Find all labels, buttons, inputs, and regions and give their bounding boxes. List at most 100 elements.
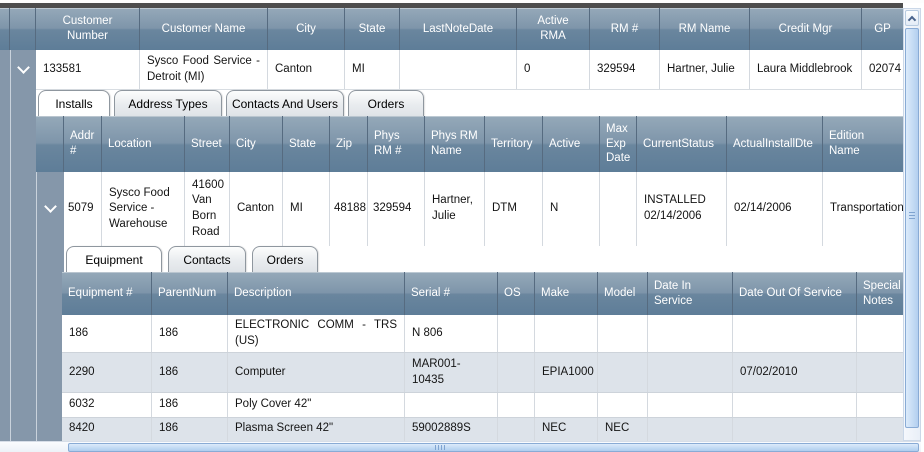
cell-parentnum: 186 (152, 315, 228, 352)
vertical-scrollbar-thumb[interactable] (905, 28, 919, 428)
column-header-description[interactable]: Description (228, 272, 405, 315)
cell-actualinstalldte: 02/14/2006 (727, 172, 823, 246)
column-header-parentnum[interactable]: ParentNum (152, 272, 228, 315)
column-header-phys-rm-num[interactable]: Phys RM # (368, 116, 425, 172)
cell-rm-name: Hartner, Julie (660, 50, 750, 89)
column-header-state[interactable]: State (283, 116, 330, 172)
column-header-location[interactable]: Location (102, 116, 185, 172)
column-header-active[interactable]: Active (543, 116, 600, 172)
cell-equipment-num: 6032 (62, 393, 152, 417)
cell-date-out-of-service (733, 418, 857, 441)
column-header-os[interactable]: OS (498, 272, 535, 315)
tab-orders[interactable]: Orders (252, 246, 318, 272)
cell-os (498, 418, 535, 441)
cell-model (598, 353, 648, 392)
scroll-up-button[interactable] (905, 10, 919, 26)
column-header-rm-name[interactable]: RM Name (660, 8, 750, 50)
column-header-make[interactable]: Make (535, 272, 598, 315)
cell-date-in-service (648, 418, 733, 441)
cell-addr-num: 5079 (64, 172, 102, 246)
cell-rm-number: 329594 (590, 50, 660, 89)
cell-special-notes (857, 353, 903, 392)
grid-top-border (0, 3, 903, 8)
equipment-row[interactable]: 6032 186 Poly Cover 42" (62, 393, 903, 418)
horizontal-scrollbar-thumb[interactable] (68, 443, 919, 452)
column-header-edition-name[interactable]: Edition Name (823, 116, 903, 172)
cell-date-out-of-service (733, 393, 857, 417)
column-header-model[interactable]: Model (598, 272, 648, 315)
cell-description: Plasma Screen 42" (228, 418, 405, 441)
column-header-phys-rm-name[interactable]: Phys RM Name (425, 116, 485, 172)
cell-date-in-service (648, 393, 733, 417)
tab-installs[interactable]: Installs (38, 90, 110, 116)
cell-state: MI (283, 172, 330, 246)
cell-serial-num: 59002889S (405, 418, 498, 441)
cell-os (498, 353, 535, 392)
customer-row[interactable]: 133581 Sysco Food Service - Detroit (MI)… (36, 50, 903, 90)
tab-equipment[interactable]: Equipment (66, 246, 162, 272)
window-top-edge (0, 0, 924, 3)
column-header-state[interactable]: State (345, 8, 400, 50)
cell-make: EPIA1000 (535, 353, 598, 392)
cell-currentstatus: INSTALLED 02/14/2006 (637, 172, 727, 246)
column-header-serial-num[interactable]: Serial # (405, 272, 498, 315)
cell-zip: 48188 (330, 172, 368, 246)
column-header-equipment-num[interactable]: Equipment # (62, 272, 152, 315)
horizontal-scrollbar[interactable] (0, 441, 921, 452)
cell-description: ELECTRONIC COMM - TRS (US) (228, 315, 405, 352)
cell-make: NEC (535, 418, 598, 441)
column-header-credit-mgr[interactable]: Credit Mgr (750, 8, 862, 50)
column-header-date-in-service[interactable]: Date In Service (648, 272, 733, 315)
column-header-city[interactable]: City (230, 116, 283, 172)
column-header-territory[interactable]: Territory (485, 116, 543, 172)
column-header-active-rma[interactable]: Active RMA (517, 8, 590, 50)
expand-chevron-icon[interactable] (17, 61, 30, 74)
cell-active-rma: 0 (517, 50, 590, 89)
column-header-city[interactable]: City (268, 8, 345, 50)
install-tabs: Equipment Contacts Orders (66, 246, 318, 272)
column-header-currentstatus[interactable]: CurrentStatus (637, 116, 727, 172)
cell-make (535, 393, 598, 417)
expand-chevron-icon[interactable] (44, 200, 57, 213)
customer-row-expander-column (10, 50, 36, 441)
column-header-gp[interactable]: GP (862, 8, 903, 50)
installs-grid-header: Addr # Location Street City State Zip Ph… (36, 116, 903, 172)
cell-special-notes (857, 315, 903, 352)
column-header-max-exp-date[interactable]: Max Exp Date (600, 116, 637, 172)
cell-equipment-num: 8420 (62, 418, 152, 441)
cell-state: MI (345, 50, 400, 89)
cell-credit-mgr: Laura Middlebrook (750, 50, 862, 89)
tab-address-types[interactable]: Address Types (114, 90, 222, 116)
column-header-zip[interactable]: Zip (330, 116, 368, 172)
column-header-date-out-of-service[interactable]: Date Out Of Service (733, 272, 857, 315)
cell-parentnum: 186 (152, 393, 228, 417)
tab-contacts[interactable]: Contacts (168, 246, 246, 272)
cell-make (535, 315, 598, 352)
equipment-row[interactable]: 8420 186 Plasma Screen 42" 59002889S NEC… (62, 418, 903, 441)
column-header-actualinstalldte[interactable]: ActualInstallDte (727, 116, 823, 172)
cell-phys-rm-num: 329594 (368, 172, 425, 246)
column-header-customer-name[interactable]: Customer Name (140, 8, 268, 50)
header-expander-cell (10, 8, 36, 50)
column-header-rm-number[interactable]: RM # (590, 8, 660, 50)
column-header-lastnotedate[interactable]: LastNoteDate (400, 8, 517, 50)
cell-street: 41600 Van Born Road (185, 172, 230, 246)
vertical-scrollbar[interactable] (903, 8, 921, 441)
cell-model (598, 393, 648, 417)
cell-special-notes (857, 418, 903, 441)
tab-orders[interactable]: Orders (348, 90, 424, 116)
column-header-street[interactable]: Street (185, 116, 230, 172)
cell-active: N (543, 172, 600, 246)
tab-contacts-and-users[interactable]: Contacts And Users (226, 90, 344, 116)
column-header-addr-num[interactable]: Addr # (64, 116, 102, 172)
cell-serial-num: MAR001-10435 (405, 353, 498, 392)
equipment-row[interactable]: 2290 186 Computer MAR001-10435 EPIA1000 … (62, 353, 903, 393)
column-header-customer-number[interactable]: Customer Number (36, 8, 140, 50)
install-row[interactable]: 5079 Sysco Food Service - Warehouse 4160… (64, 172, 903, 246)
column-header-special-notes[interactable]: Special Notes (857, 272, 903, 315)
cell-date-in-service (648, 353, 733, 392)
cell-max-exp-date (600, 172, 637, 246)
equipment-row[interactable]: 186 186 ELECTRONIC COMM - TRS (US) N 806 (62, 315, 903, 353)
cell-model: NEC (598, 418, 648, 441)
cell-equipment-num: 2290 (62, 353, 152, 392)
